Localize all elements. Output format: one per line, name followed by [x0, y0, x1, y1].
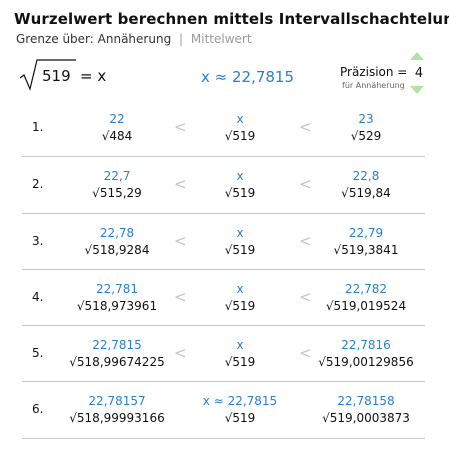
target-value: x: [236, 281, 244, 296]
table-row: 3. 22,78 √518,9284 < x √519 < 22,79 √519…: [22, 212, 425, 269]
mode-separator: |: [179, 32, 184, 46]
precision-increase-icon[interactable]: [410, 52, 424, 60]
lower-bound-cell: 22,7815 √518,99674225: [62, 337, 172, 371]
mode-option-mean[interactable]: Mittelwert: [190, 32, 252, 46]
lower-bound-value: 22: [109, 112, 125, 126]
table-row: 4. 22,781 √518,973961 < x √519 < 22,782 …: [22, 268, 425, 325]
radical-sign-icon: [19, 59, 76, 91]
target-cell: x √519: [190, 337, 290, 371]
target-value: x: [236, 338, 244, 353]
lower-bound-root: √518,99674225: [69, 355, 165, 370]
upper-bound-root: √519,3841: [333, 242, 399, 257]
bound-mode-label: Grenze über:: [16, 32, 94, 46]
less-than-sign: <: [174, 118, 187, 136]
upper-bound-cell: 22,79 √519,3841: [307, 225, 425, 259]
target-cell: x √519: [190, 225, 290, 259]
precision-input[interactable]: 4: [414, 66, 424, 81]
interval-table: 1. 22 √484 < x √519 < 23 √529 2. 22,7 √5…: [22, 100, 425, 438]
result-value: x ≈ 22,7815: [201, 68, 295, 86]
lower-bound-cell: 22,78 √518,9284: [62, 225, 172, 259]
row-index: 1.: [32, 120, 44, 134]
target-value: x ≈ 22,7815: [202, 394, 278, 409]
upper-bound-value: 23: [358, 112, 374, 126]
precision-decrease-icon[interactable]: [410, 86, 424, 94]
less-than-sign: <: [299, 175, 312, 194]
upper-bound-cell: 22,8 √519,84: [307, 168, 425, 202]
target-value: x: [236, 112, 244, 126]
less-than-sign: <: [174, 175, 187, 194]
precision-label: Präzision =: [340, 65, 408, 79]
bound-mode-nav: Grenze über: Annäherung | Mittelwert: [16, 32, 252, 46]
row-index: 2.: [32, 177, 44, 192]
target-value: x: [236, 225, 244, 240]
lower-bound-root: √518,973961: [76, 298, 158, 313]
precision-sublabel: für Annäherung: [342, 81, 405, 90]
row-index: 6.: [32, 402, 44, 417]
row-index: 5.: [32, 346, 44, 361]
upper-bound-value: 22,79: [348, 225, 384, 240]
mode-option-approximation[interactable]: Annäherung: [97, 32, 172, 46]
table-row: 6. 22,78157 √518,99993166 x ≈ 22,7815 √5…: [22, 381, 425, 437]
table-row: 2. 22,7 √515,29 < x √519 < 22,8 √519,84: [22, 156, 425, 212]
upper-bound-value: 22,7816: [341, 338, 391, 353]
lower-bound-root: √518,9284: [84, 242, 150, 257]
less-than-sign: <: [299, 231, 312, 250]
upper-bound-value: 22,78158: [337, 394, 395, 409]
less-than-sign: <: [174, 287, 187, 306]
target-root: √519: [224, 298, 256, 313]
lower-bound-cell: 22,781 √518,973961: [62, 281, 172, 315]
less-than-sign: <: [299, 118, 312, 136]
row-index: 3.: [32, 233, 44, 248]
lower-bound-value: 22,7: [103, 169, 131, 184]
upper-bound-cell: 23 √529: [307, 111, 425, 145]
upper-bound-value: 22,782: [345, 281, 387, 296]
lower-bound-value: 22,78: [99, 225, 135, 240]
upper-bound-root: √519,019524: [325, 298, 407, 313]
page-title: Wurzelwert berechnen mittels Intervallsc…: [14, 10, 449, 28]
lower-bound-cell: 22,7 √515,29: [62, 168, 172, 202]
table-row: 5. 22,7815 √518,99674225 < x √519 < 22,7…: [22, 325, 425, 381]
row-index: 4.: [32, 289, 44, 304]
lower-bound-value: 22,781: [96, 281, 138, 296]
root-formula: 519 = x: [18, 58, 148, 92]
table-bottom-divider: [22, 438, 425, 439]
radicand-value: 519: [42, 67, 71, 85]
lower-bound-value: 22,78157: [88, 394, 146, 409]
less-than-sign: <: [299, 287, 312, 306]
upper-bound-value: 22,8: [352, 169, 380, 184]
table-row: 1. 22 √484 < x √519 < 23 √529: [22, 100, 425, 156]
less-than-sign: <: [174, 231, 187, 250]
target-cell: x √519: [190, 111, 290, 145]
upper-bound-cell: 22,782 √519,019524: [307, 281, 425, 315]
lower-bound-cell: 22 √484: [62, 111, 172, 145]
lower-bound-root: √484: [101, 129, 133, 143]
lower-bound-cell: 22,78157 √518,99993166: [62, 393, 172, 427]
target-cell: x √519: [190, 168, 290, 202]
lower-bound-value: 22,7815: [92, 338, 142, 353]
target-cell: x ≈ 22,7815 √519: [190, 393, 290, 427]
upper-bound-root: √519,84: [341, 186, 391, 201]
target-root: √519: [224, 355, 256, 370]
upper-bound-root: √519,00129856: [318, 355, 414, 370]
formula-equals-x: = x: [80, 67, 107, 85]
target-root: √519: [224, 411, 256, 426]
target-cell: x √519: [190, 281, 290, 315]
target-root: √519: [224, 242, 256, 257]
less-than-sign: <: [299, 344, 312, 363]
less-than-sign: <: [174, 344, 187, 363]
lower-bound-root: √518,99993166: [69, 411, 165, 426]
upper-bound-cell: 22,78158 √519,0003873: [307, 393, 425, 427]
upper-bound-cell: 22,7816 √519,00129856: [307, 337, 425, 371]
upper-bound-root: √529: [350, 129, 382, 143]
target-root: √519: [224, 186, 256, 201]
upper-bound-root: √519,0003873: [322, 411, 410, 426]
target-root: √519: [224, 129, 256, 143]
lower-bound-root: √515,29: [92, 186, 142, 201]
target-value: x: [236, 169, 244, 184]
